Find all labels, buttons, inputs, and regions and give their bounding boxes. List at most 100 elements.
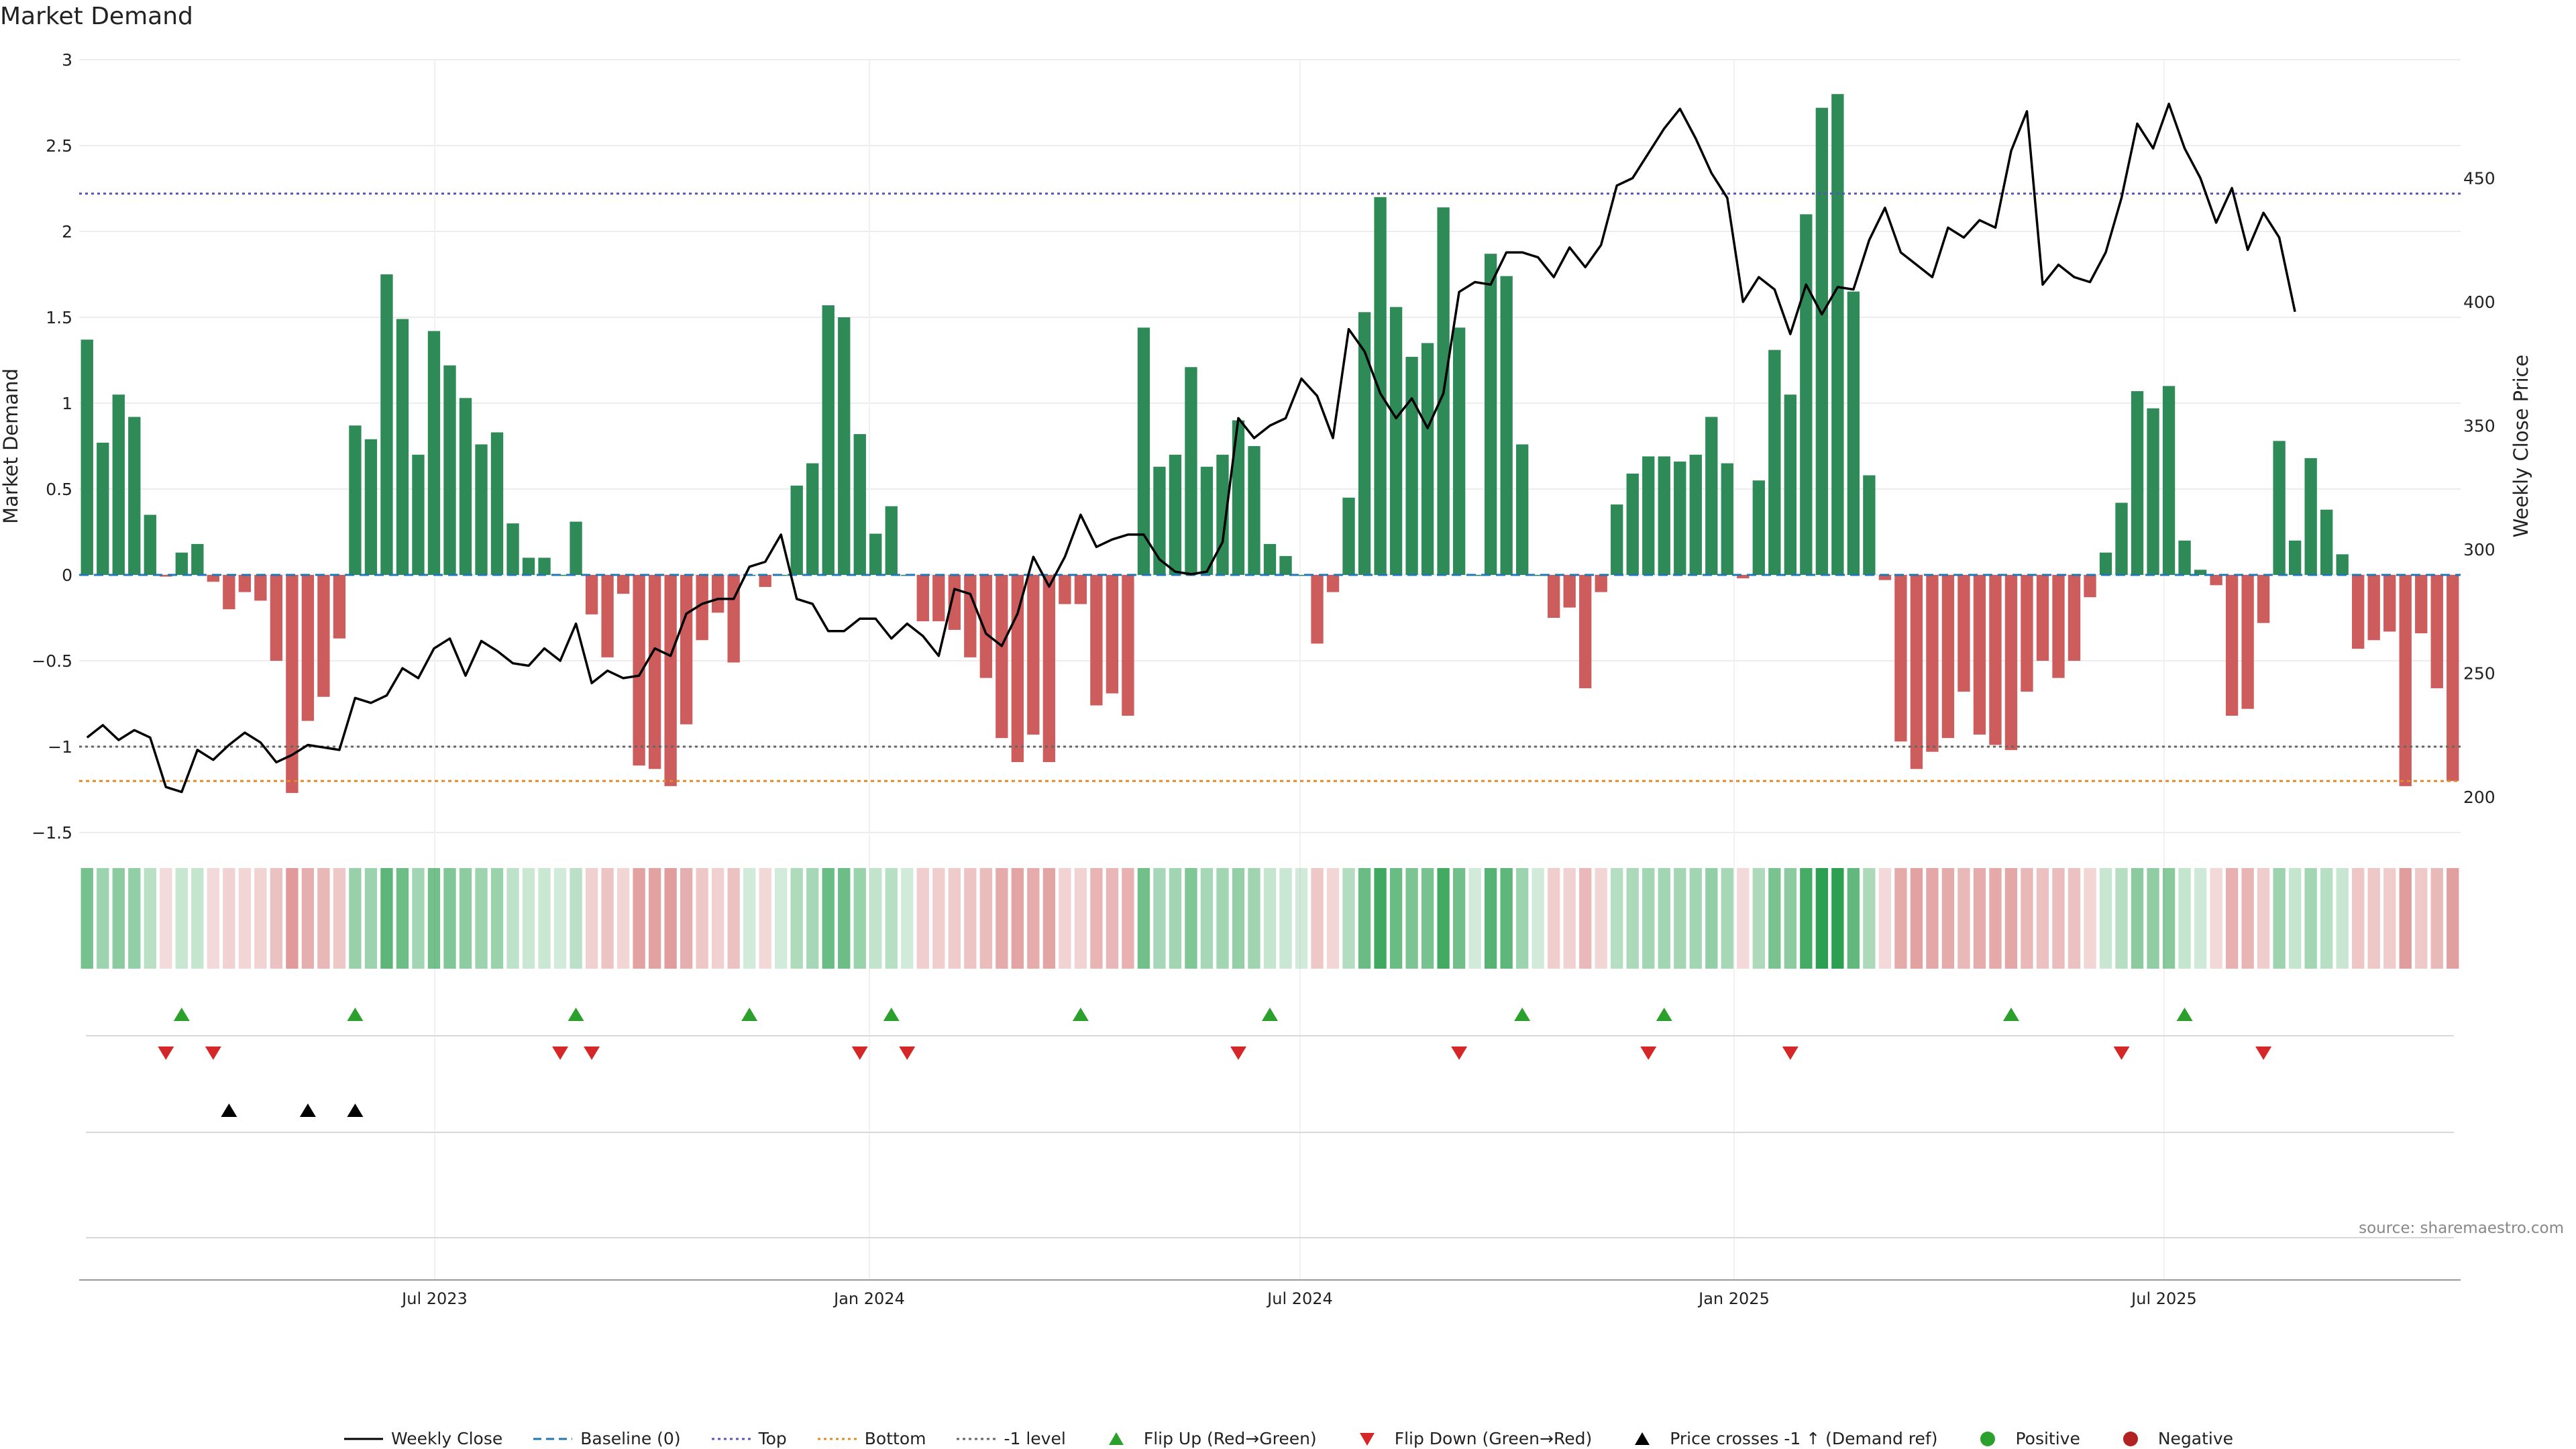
demand-bar [996, 575, 1008, 739]
demand-bar [2288, 540, 2302, 575]
legend-label: Baseline (0) [580, 1429, 681, 1448]
legend-item: Negative [2110, 1429, 2233, 1448]
demand-bar [1737, 575, 1750, 579]
strip-cell [2131, 868, 2144, 969]
demand-bar [1721, 463, 1733, 575]
demand-bar [1389, 307, 1403, 575]
strip-cell [1452, 868, 1466, 969]
strip-cell [1658, 868, 1670, 969]
flip-up-marker [741, 1008, 758, 1021]
demand-bar [648, 575, 661, 769]
strip-cell [1737, 868, 1750, 969]
flip-up-marker [1072, 1008, 1089, 1021]
strip-cell [585, 868, 598, 969]
demand-bar [2383, 575, 2396, 632]
strip-cell [1831, 868, 1844, 969]
strip-cell [443, 868, 456, 969]
strip-cell [2399, 868, 2412, 969]
demand-bar [1500, 276, 1513, 575]
strip-cell [1611, 868, 1623, 969]
strip-cell [1500, 868, 1513, 969]
demand-bar [286, 575, 299, 794]
demand-bar [1311, 575, 1324, 644]
strip-cell [1468, 868, 1481, 969]
legend-label: -1 level [1004, 1429, 1066, 1448]
strip-cell [996, 868, 1008, 969]
strip-cell [1311, 868, 1324, 969]
demand-bar [1689, 454, 1702, 575]
demand-bar [301, 575, 315, 721]
legend-symbol [817, 1438, 857, 1440]
demand-bar [80, 339, 93, 575]
demand-bar [948, 575, 961, 630]
demand-bar [2352, 575, 2365, 649]
flip-down-marker [851, 1046, 868, 1060]
demand-bar [601, 575, 614, 657]
demand-bar [1358, 312, 1371, 575]
legend-label: Positive [2015, 1429, 2080, 1448]
demand-bar [1847, 291, 1860, 575]
demand-bar [459, 398, 472, 575]
strip-cell [380, 868, 393, 969]
legend-symbol [957, 1438, 996, 1440]
legend-label: Bottom [864, 1429, 926, 1448]
demand-bar [1611, 504, 1623, 575]
demand-bar [1011, 575, 1024, 763]
demand-bar [412, 454, 425, 575]
demand-bar [112, 394, 125, 575]
demand-bar [538, 557, 551, 575]
strip-cell [1437, 868, 1450, 969]
strip-cell [1642, 868, 1655, 969]
legend-symbol [1635, 1432, 1650, 1445]
strip-cell [1169, 868, 1182, 969]
strip-cell [1563, 868, 1576, 969]
demand-bar [1122, 575, 1134, 716]
strip-cell [1421, 868, 1434, 969]
y2-tick-label: 200 [2463, 788, 2496, 807]
demand-bar [349, 425, 362, 575]
strip-cell [1894, 868, 1907, 969]
strip-cell [553, 868, 567, 969]
strip-cell [1752, 868, 1765, 969]
y2-tick-label: 450 [2463, 169, 2496, 189]
strip-cell [790, 868, 803, 969]
strip-cell [1941, 868, 1955, 969]
legend-item: Price crosses -1 ↑ (Demand ref) [1621, 1429, 1937, 1448]
strip-cell [916, 868, 929, 969]
demand-bar [1074, 575, 1087, 604]
strip-cell [317, 868, 330, 969]
strip-cell [1926, 868, 1939, 969]
legend-item: Flip Down (Green→Red) [1346, 1429, 1592, 1448]
demand-bar [585, 575, 598, 614]
demand-bar [1342, 497, 1355, 575]
demand-bar [427, 331, 441, 575]
demand-bar [1248, 446, 1260, 575]
demand-bar [616, 575, 630, 594]
strip-cell [1515, 868, 1529, 969]
demand-bar [175, 552, 188, 575]
strip-cell [301, 868, 315, 969]
demand-bar [2273, 441, 2286, 575]
strip-cell [1326, 868, 1340, 969]
strip-cell [223, 868, 235, 969]
demand-bar [364, 439, 378, 575]
strip-cell [806, 868, 819, 969]
demand-bar [1548, 575, 1560, 618]
demand-bar [1059, 575, 1071, 604]
demand-bar [838, 317, 851, 575]
strip-cell [2383, 868, 2396, 969]
strip-cell [2336, 868, 2349, 969]
strip-cell [885, 868, 898, 969]
demand-bar [759, 575, 771, 587]
y-tick-label: 3 [62, 50, 72, 70]
demand-bar [2036, 575, 2049, 661]
demand-bar [1957, 575, 1970, 692]
strip-cell [2147, 868, 2159, 969]
demand-bar [2210, 575, 2222, 586]
strip-cell [490, 868, 504, 969]
strip-cell [1200, 868, 1214, 969]
strip-cell [128, 868, 141, 969]
demand-bar [2257, 575, 2270, 623]
strip-cell [1263, 868, 1277, 969]
strip-cell [2115, 868, 2128, 969]
